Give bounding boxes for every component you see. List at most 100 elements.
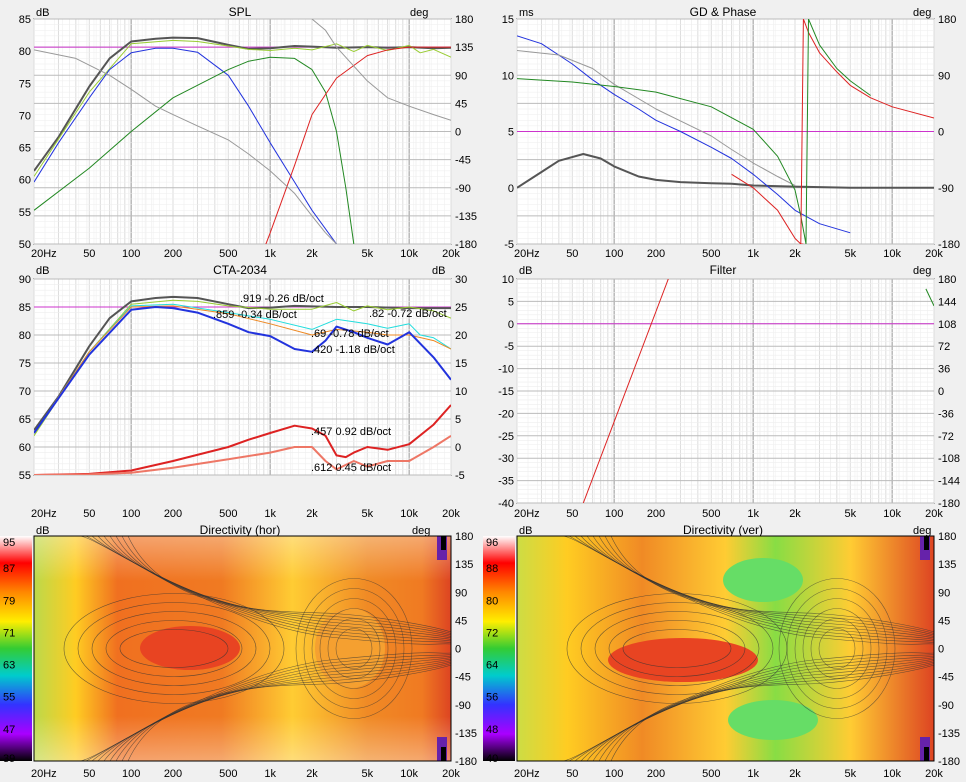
y-tick-label: 85 <box>19 302 31 314</box>
color-scale-bar <box>483 536 515 761</box>
series-line-pink <box>34 434 451 475</box>
scale-label: 87 <box>3 563 15 575</box>
y-unit-left: dB <box>519 265 532 277</box>
series-line-blue <box>34 47 338 244</box>
x-tick-label: 200 <box>164 248 182 260</box>
series-group <box>517 279 934 503</box>
cta2034-chart: CTA-2034 dB dB .919 -0.26 dB/oct .859 -0.… <box>19 263 468 520</box>
y-tick-label: 65 <box>19 143 31 155</box>
color-scale-labels: 95 87 79 71 63 55 47 39 <box>3 537 15 765</box>
y-tick-label: -45 <box>455 155 471 167</box>
y-tick-label: -25 <box>498 431 514 443</box>
x-tick-label: 500 <box>219 248 237 260</box>
chart-title: Filter <box>710 263 737 277</box>
y-axis-right: 180 135 90 45 0 -45 -90 -135 -180 <box>455 531 477 768</box>
heatmap-green-lower <box>728 700 818 740</box>
x-axis: 20Hz 50 100 200 500 1k 2k 5k 10k 20k <box>514 768 943 780</box>
y-tick-label: 90 <box>455 70 467 82</box>
color-scale-bar <box>0 536 32 761</box>
x-tick-label: 20Hz <box>31 768 57 779</box>
contour-lines <box>63 535 452 762</box>
x-tick-label: 20k <box>442 768 460 779</box>
directivity-ver-chart: Directivity (ver) dB deg 96 88 80 72 64 56 48 4… <box>483 523 960 780</box>
y-tick-label: -30 <box>498 453 514 465</box>
y-tick-label: 0 <box>938 127 944 139</box>
y-unit-left: dB <box>36 525 49 537</box>
annotation-label: .919 -0.26 dB/oct <box>240 293 324 305</box>
x-tick-label: 1k <box>264 508 276 520</box>
y-tick-label: -135 <box>455 728 477 740</box>
annotation-label: .612 0.45 dB/oct <box>311 462 391 474</box>
series-line-orange <box>34 305 451 434</box>
scale-label: 39 <box>3 753 15 765</box>
y-tick-label: -108 <box>938 453 960 465</box>
x-tick-label: 1k <box>747 248 759 260</box>
y-unit-left: ms <box>519 7 534 19</box>
y-axis-left: 15 10 5 0 -5 <box>502 14 514 251</box>
y-tick-label: 90 <box>938 587 950 599</box>
scale-label: 48 <box>486 724 498 736</box>
color-scale-labels: 96 88 80 72 64 56 48 40 <box>486 537 498 765</box>
x-tick-label: 200 <box>647 768 665 779</box>
annotation-label: .69 -0.78 dB/oct <box>311 328 389 340</box>
y-tick-label: 180 <box>938 274 956 286</box>
directivity-ver-panel: Directivity (ver) dB deg 96 88 80 72 64 56 48 4… <box>483 520 966 780</box>
y-axis-right: 180 135 90 45 0 -45 -90 -135 -180 <box>455 14 477 251</box>
x-tick-label: 10k <box>883 508 901 520</box>
y-tick-label: -20 <box>498 408 514 420</box>
x-tick-label: 20k <box>925 248 943 260</box>
y-tick-label: 180 <box>938 14 956 26</box>
y-tick-label: 75 <box>19 358 31 370</box>
y-tick-label: 50 <box>19 239 31 251</box>
y-tick-label: 0 <box>455 442 461 454</box>
y-tick-label: 5 <box>508 127 514 139</box>
x-tick-label: 2k <box>306 248 318 260</box>
x-tick-label: 500 <box>702 248 720 260</box>
directivity-hor-panel: Directivity (hor) dB deg 95 87 79 71 63 55 47 3… <box>0 520 483 780</box>
y-tick-label: 0 <box>938 386 944 398</box>
y-tick-label: 108 <box>938 319 956 331</box>
y-tick-label: 90 <box>938 70 950 82</box>
y-tick-label: 70 <box>19 386 31 398</box>
cta2034-panel: CTA-2034 dB dB .919 -0.26 dB/oct .859 -0.… <box>0 260 483 520</box>
y-tick-label: 10 <box>502 70 514 82</box>
scale-label: 80 <box>486 595 498 607</box>
y-tick-label: -40 <box>498 498 514 510</box>
y-unit-left: dB <box>36 265 49 277</box>
x-tick-label: 50 <box>566 248 578 260</box>
filter-chart: Filter dB deg 1050-5-10-15-20-25-30-35-4… <box>498 263 960 520</box>
x-tick-label: 20Hz <box>514 768 540 779</box>
series-line-green <box>34 56 355 244</box>
chart-title: SPL <box>229 5 252 19</box>
x-tick-label: 20k <box>442 248 460 260</box>
y-tick-label: -180 <box>938 756 960 768</box>
y-tick-label: -45 <box>938 672 954 684</box>
y-tick-label: -180 <box>938 498 960 510</box>
y-tick-label: 90 <box>455 587 467 599</box>
x-tick-label: 50 <box>83 768 95 779</box>
x-tick-label: 5k <box>845 768 857 779</box>
y-tick-label: 65 <box>19 414 31 426</box>
y-tick-label: 85 <box>19 14 31 26</box>
y-unit-right: deg <box>412 525 430 537</box>
annotation-label: .420 -1.18 dB/oct <box>311 344 395 356</box>
x-tick-label: 5k <box>362 508 374 520</box>
scale-label: 88 <box>486 563 498 575</box>
scale-label: 63 <box>3 660 15 672</box>
chart-title: Directivity (ver) <box>683 523 763 537</box>
series-line-gray <box>34 49 337 244</box>
y-tick-label: 90 <box>19 274 31 286</box>
chart-title: Directivity (hor) <box>200 523 281 537</box>
hf-edge-bottom-dark <box>441 747 446 761</box>
chart-title: CTA-2034 <box>213 263 267 277</box>
gd-phase-panel: GD & Phase ms deg 15 10 5 0 -5 180 90 0 -90 -180… <box>483 0 966 260</box>
x-tick-label: 500 <box>702 768 720 779</box>
heatmap-edge-shading <box>34 536 451 761</box>
x-tick-label: 50 <box>83 248 95 260</box>
y-unit-right: deg <box>913 7 931 19</box>
y-tick-label: 60 <box>19 175 31 187</box>
y-tick-label: 135 <box>938 559 956 571</box>
y-axis-left: 85 80 75 70 65 60 55 50 <box>19 14 31 251</box>
y-tick-label: 20 <box>455 330 467 342</box>
